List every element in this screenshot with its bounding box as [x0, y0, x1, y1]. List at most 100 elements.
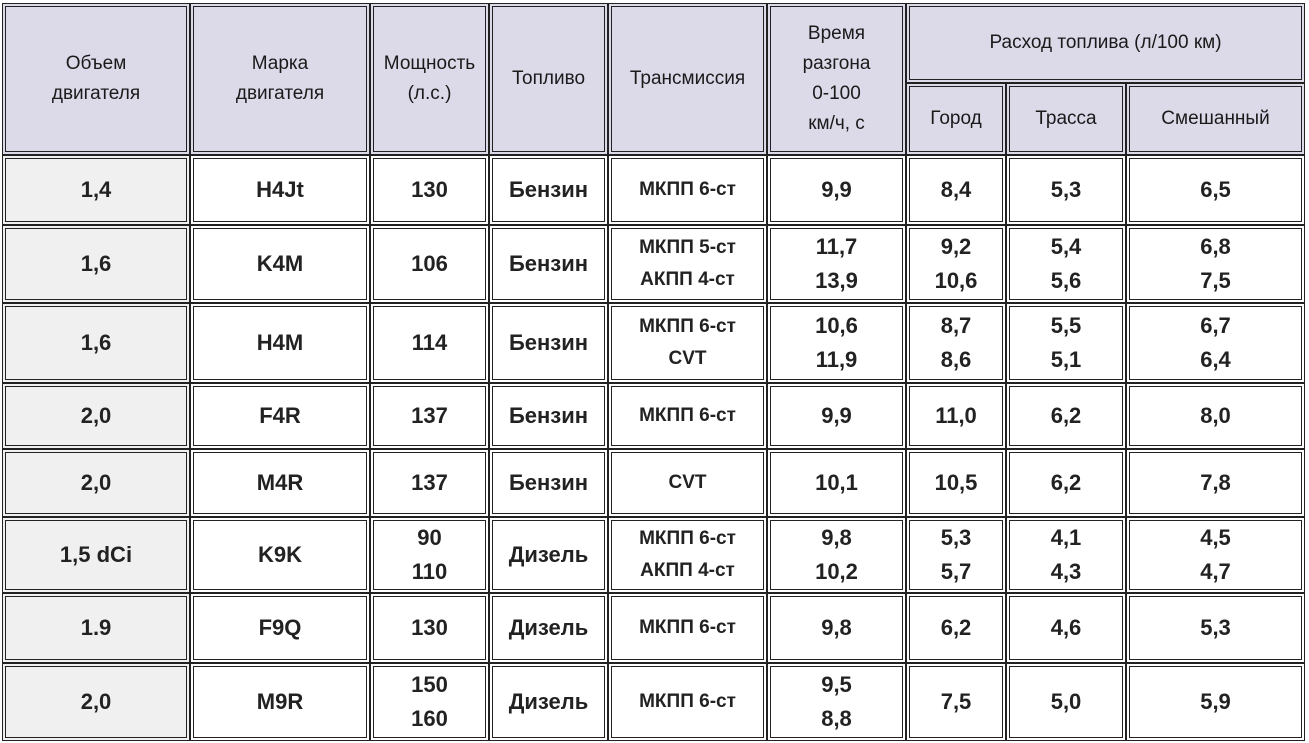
cell-value: F4R [259, 403, 301, 428]
cell-accel: 9,9 [767, 155, 906, 225]
cell-value: Бензин [508, 251, 589, 276]
cell-value: Дизель [508, 689, 589, 714]
cell-value: 8,8 [821, 706, 852, 731]
cell-value: 9,9 [821, 177, 852, 202]
cell-value: 5,1 [1050, 347, 1082, 372]
cell-fuel: Бензин [489, 155, 608, 225]
cell-volume: 1,6 [2, 303, 190, 383]
header-line: двигателя [51, 83, 141, 104]
cell-power: 106 [370, 225, 489, 303]
cell-mixed: 6,8 7,5 [1126, 225, 1305, 303]
cell-value: МКПП 6-ст [639, 528, 736, 549]
cell-brand: F9Q [190, 593, 370, 663]
cell-fuel: Бензин [489, 449, 608, 517]
cell-value: Бензин [508, 330, 589, 355]
cell-brand: M4R [190, 449, 370, 517]
cell-city: 10,5 [906, 449, 1006, 517]
header-highway: Трасса [1006, 83, 1126, 155]
specs-table: Объем двигателя Марка двигателя Мощность (л.с… [2, 3, 1305, 741]
cell-accel: 9,8 10,2 [767, 517, 906, 593]
cell-volume: 1,4 [2, 155, 190, 225]
cell-value: 5,3 [940, 525, 972, 550]
cell-value: F9Q [258, 615, 302, 640]
cell-transmission: МКПП 6-ст АКПП 4-ст [608, 517, 767, 593]
header-line: 0-100 [812, 83, 861, 104]
cell-value: Дизель [508, 615, 589, 640]
cell-transmission: МКПП 6-ст [608, 155, 767, 225]
header-brand: Марка двигателя [190, 3, 370, 155]
cell-mixed: 4,5 4,7 [1126, 517, 1305, 593]
cell-brand: H4M [190, 303, 370, 383]
cell-value: 8,4 [940, 177, 972, 202]
cell-highway: 5,0 [1006, 663, 1126, 741]
cell-volume: 1.9 [2, 593, 190, 663]
cell-value: 10,2 [815, 559, 858, 584]
cell-value: 5,4 [1050, 234, 1082, 259]
cell-value: H4Jt [256, 177, 304, 202]
cell-brand: K4M [190, 225, 370, 303]
cell-value: 160 [411, 706, 448, 731]
header-volume: Объем двигателя [2, 3, 190, 155]
cell-fuel: Бензин [489, 383, 608, 449]
cell-city: 7,5 [906, 663, 1006, 741]
header-line: разгона [802, 53, 871, 74]
cell-value: МКПП 6-ст [639, 617, 736, 638]
cell-value: 9,9 [821, 403, 852, 428]
header-mixed: Смешанный [1126, 83, 1305, 155]
cell-volume: 1,6 [2, 225, 190, 303]
cell-city: 8,7 8,6 [906, 303, 1006, 383]
cell-mixed: 7,8 [1126, 449, 1305, 517]
cell-value: 5,5 [1050, 313, 1082, 338]
cell-power: 130 [370, 155, 489, 225]
cell-power: 137 [370, 383, 489, 449]
cell-highway: 5,5 5,1 [1006, 303, 1126, 383]
cell-value: 10,1 [815, 470, 858, 495]
cell-value: H4M [256, 330, 304, 355]
cell-value: 150 [411, 672, 448, 697]
cell-power: 130 [370, 593, 489, 663]
header-line: Время [807, 23, 866, 44]
cell-fuel: Бензин [489, 225, 608, 303]
header-city: Город [906, 83, 1006, 155]
cell-value: 7,5 [1200, 268, 1231, 293]
cell-value: 1.9 [80, 615, 112, 640]
cell-mixed: 6,7 6,4 [1126, 303, 1305, 383]
cell-value: 137 [411, 470, 448, 495]
cell-fuel: Дизель [489, 593, 608, 663]
cell-value: 137 [411, 403, 448, 428]
cell-value: 2,0 [80, 403, 112, 428]
cell-value: CVT [668, 472, 707, 493]
cell-value: 6,8 [1200, 234, 1231, 259]
cell-value: 2,0 [80, 689, 112, 714]
cell-value: Дизель [508, 542, 589, 567]
header-accel: Время разгона 0-100 км/ч, с [767, 3, 906, 155]
header-label: Смешанный [1161, 108, 1270, 129]
cell-value: Бензин [508, 177, 589, 202]
header-line: км/ч, с [808, 113, 865, 134]
cell-power: 150 160 [370, 663, 489, 741]
cell-accel: 10,6 11,9 [767, 303, 906, 383]
cell-volume: 1,5 dCi [2, 517, 190, 593]
cell-brand: M9R [190, 663, 370, 741]
cell-value: МКПП 6-ст [639, 316, 736, 337]
cell-value: M9R [256, 689, 304, 714]
cell-value: 1,6 [80, 330, 112, 355]
cell-value: Бензин [508, 470, 589, 495]
cell-fuel: Дизель [489, 663, 608, 741]
cell-value: 11,0 [935, 403, 977, 428]
cell-value: 8,6 [940, 347, 972, 372]
cell-value: 9,2 [940, 234, 972, 259]
header-line: (л.с.) [407, 83, 452, 104]
header-line: двигателя [235, 83, 325, 104]
cell-highway: 4,6 [1006, 593, 1126, 663]
cell-value: 130 [411, 615, 448, 640]
cell-value: 5,3 [1200, 615, 1231, 640]
cell-volume: 2,0 [2, 383, 190, 449]
cell-brand: H4Jt [190, 155, 370, 225]
cell-brand: K9K [190, 517, 370, 593]
cell-highway: 5,4 5,6 [1006, 225, 1126, 303]
cell-transmission: МКПП 6-ст [608, 663, 767, 741]
cell-transmission: CVT [608, 449, 767, 517]
cell-value: 6,4 [1200, 347, 1231, 372]
cell-value: 11,7 [815, 234, 858, 259]
